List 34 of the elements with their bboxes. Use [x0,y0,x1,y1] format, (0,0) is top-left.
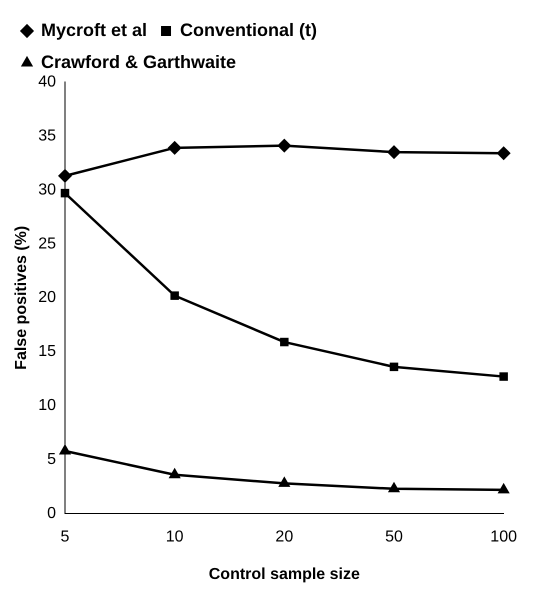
point [168,140,182,155]
point [388,482,400,492]
y-tick-label: 20 [38,289,56,306]
y-tick-label: 25 [38,235,56,252]
point [60,188,70,198]
y-tick-label: 30 [38,181,56,198]
y-tick-label: 0 [47,505,56,522]
y-axis-title: False positives (%) [13,226,30,370]
point [280,338,289,346]
y-tick-label: 40 [38,73,56,90]
point [278,476,290,487]
x-axis-title: Control sample size [208,566,360,583]
x-tick-label: 100 [490,528,518,546]
point [496,146,511,160]
point [170,291,179,300]
point [277,138,292,153]
point [498,482,510,494]
point [390,362,398,372]
legend-label: Crawford & Garthwaite [41,52,236,72]
legend-label: Conventional (t) [180,20,318,40]
point [499,372,508,381]
y-tick-label: 35 [38,127,56,144]
legend-label: Mycroft et al [41,20,148,40]
x-tick-label: 50 [385,528,403,546]
y-tick-label: 10 [38,397,56,414]
point [168,468,181,478]
point [386,145,401,160]
point [58,444,72,455]
point [58,168,72,183]
x-tick-label: 5 [60,528,70,546]
x-tick-label: 10 [166,528,184,546]
y-tick-label: 15 [38,343,56,360]
y-tick-label: 5 [47,451,56,468]
x-tick-label: 20 [275,528,294,546]
